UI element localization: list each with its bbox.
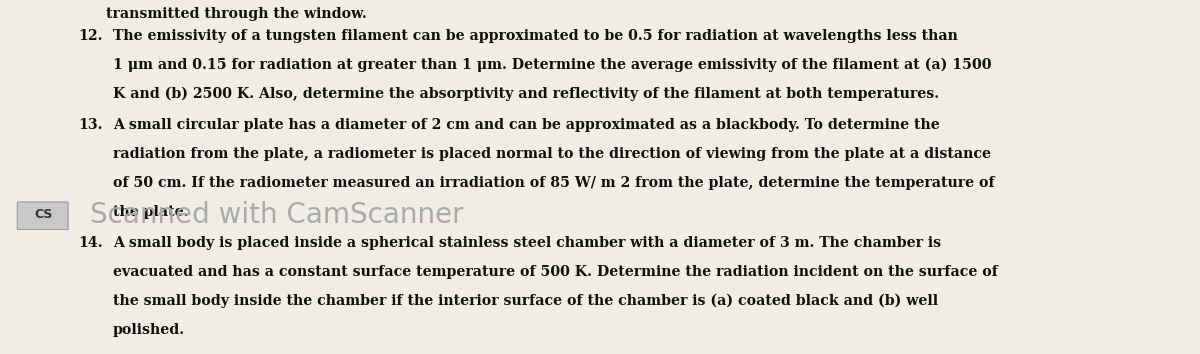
Text: the small body inside the chamber if the interior surface of the chamber is (a) : the small body inside the chamber if the…	[113, 294, 938, 308]
Text: radiation from the plate, a radiometer is placed normal to the direction of view: radiation from the plate, a radiometer i…	[113, 147, 991, 161]
Text: transmitted through the window.: transmitted through the window.	[106, 7, 367, 21]
Text: 1 μm and 0.15 for radiation at greater than 1 μm. Determine the average emissivi: 1 μm and 0.15 for radiation at greater t…	[113, 58, 991, 72]
Text: of 50 cm. If the radiometer measured an irradiation of 85 W/ m 2 from the plate,: of 50 cm. If the radiometer measured an …	[113, 176, 995, 190]
Text: A small body is placed inside a spherical stainless steel chamber with a diamete: A small body is placed inside a spherica…	[113, 236, 941, 250]
Text: CS: CS	[35, 208, 53, 221]
FancyBboxPatch shape	[17, 202, 68, 230]
Text: The emissivity of a tungsten filament can be approximated to be 0.5 for radiatio: The emissivity of a tungsten filament ca…	[113, 29, 958, 43]
Text: evacuated and has a constant surface temperature of 500 K. Determine the radiati: evacuated and has a constant surface tem…	[113, 265, 998, 279]
Text: the plate.: the plate.	[113, 205, 188, 218]
Text: A small circular plate has a diameter of 2 cm and can be approximated as a black: A small circular plate has a diameter of…	[113, 118, 940, 132]
Text: K and (b) 2500 K. Also, determine the absorptivity and reflectivity of the filam: K and (b) 2500 K. Also, determine the ab…	[113, 87, 940, 101]
Text: 14.: 14.	[78, 236, 103, 250]
Text: Scanned with CamScanner: Scanned with CamScanner	[90, 201, 463, 229]
Text: 12.: 12.	[78, 29, 103, 43]
Text: 13.: 13.	[78, 118, 103, 132]
Text: polished.: polished.	[113, 322, 185, 337]
